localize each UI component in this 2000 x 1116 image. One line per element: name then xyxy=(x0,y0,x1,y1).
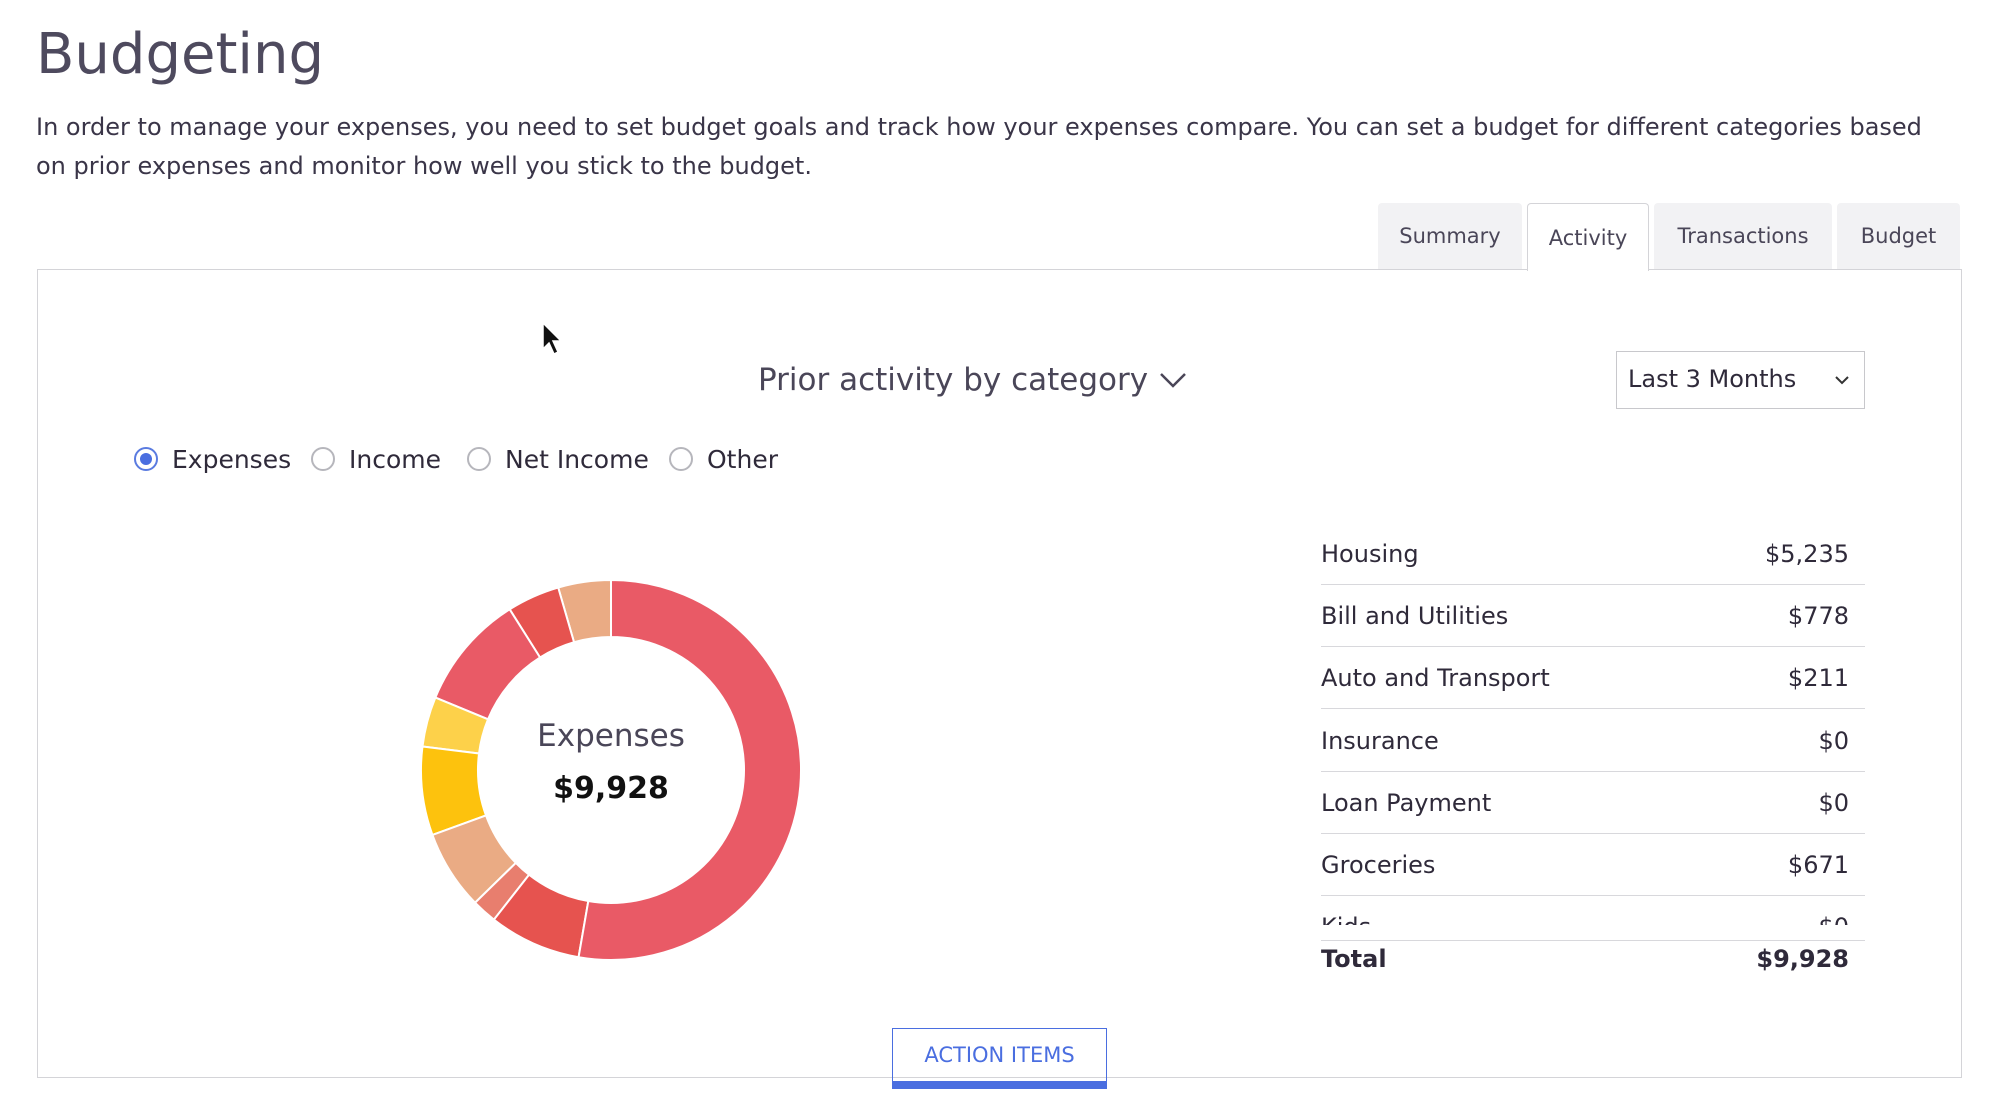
chevron xyxy=(1160,373,1186,388)
radio-button[interactable] xyxy=(467,447,491,471)
radio-label[interactable]: Expenses xyxy=(172,445,292,474)
radio-label[interactable]: Other xyxy=(707,445,778,474)
table-row: Housing $5,235 xyxy=(1321,522,1865,585)
total-value: $9,928 xyxy=(1756,945,1849,973)
radio-label[interactable]: Net Income xyxy=(505,445,649,474)
tab[interactable]: Activity xyxy=(1527,203,1649,271)
category-name: Insurance xyxy=(1321,726,1439,755)
table-row: Loan Payment $0 xyxy=(1321,771,1865,834)
action-items-button[interactable]: ACTION ITEMS xyxy=(892,1028,1107,1089)
total-label: Total xyxy=(1321,945,1387,973)
tab[interactable]: Transactions xyxy=(1654,203,1832,269)
table-row: Bill and Utilities $778 xyxy=(1321,584,1865,648)
page-title: Budgeting xyxy=(36,22,325,87)
panel xyxy=(37,269,1962,1078)
category-amount: $0 xyxy=(1818,726,1849,755)
category-name: Groceries xyxy=(1321,851,1436,879)
description: In order to manage your expenses, you ne… xyxy=(36,113,1922,180)
category-amount: $211 xyxy=(1787,664,1849,693)
range-text: Last 3 Months xyxy=(1628,365,1797,393)
total-row: Total $9,928 xyxy=(1321,940,1865,981)
category-name: Loan Payment xyxy=(1321,788,1492,817)
category-name: Auto and Transport xyxy=(1321,664,1550,693)
heading-text: Prior activity by category xyxy=(758,362,1149,398)
radio-button[interactable] xyxy=(311,447,335,471)
table-row: Auto and Transport $211 xyxy=(1321,646,1865,710)
radio-button[interactable] xyxy=(669,447,693,471)
category-amount: $778 xyxy=(1787,602,1849,631)
table-row: Groceries $671 xyxy=(1321,833,1865,896)
category-name: Housing xyxy=(1321,540,1419,568)
category-name: Kids xyxy=(1321,913,1371,925)
category-table: Housing $5,235 Bill and Utilities $778 Auto … xyxy=(1321,522,1865,925)
button-text: ACTION ITEMS xyxy=(924,1043,1075,1067)
chart-heading[interactable]: Prior activity by category xyxy=(0,362,1946,398)
category-name: Bill and Utilities xyxy=(1321,602,1509,631)
range-dropdown[interactable]: Last 3 Months xyxy=(1616,351,1865,409)
table-row: Insurance $0 xyxy=(1321,709,1865,772)
radio-button[interactable] xyxy=(134,447,158,471)
category-amount: $0 xyxy=(1818,913,1849,925)
radio-label[interactable]: Income xyxy=(349,445,441,474)
category-amount: $671 xyxy=(1787,851,1849,879)
tab[interactable]: Summary xyxy=(1378,203,1522,269)
category-amount: $5,235 xyxy=(1765,540,1849,568)
table-row: Kids $0 xyxy=(1321,895,1865,925)
tab[interactable]: Budget xyxy=(1837,203,1960,269)
category-amount: $0 xyxy=(1818,788,1849,817)
dropdown-arrow xyxy=(1835,376,1849,385)
